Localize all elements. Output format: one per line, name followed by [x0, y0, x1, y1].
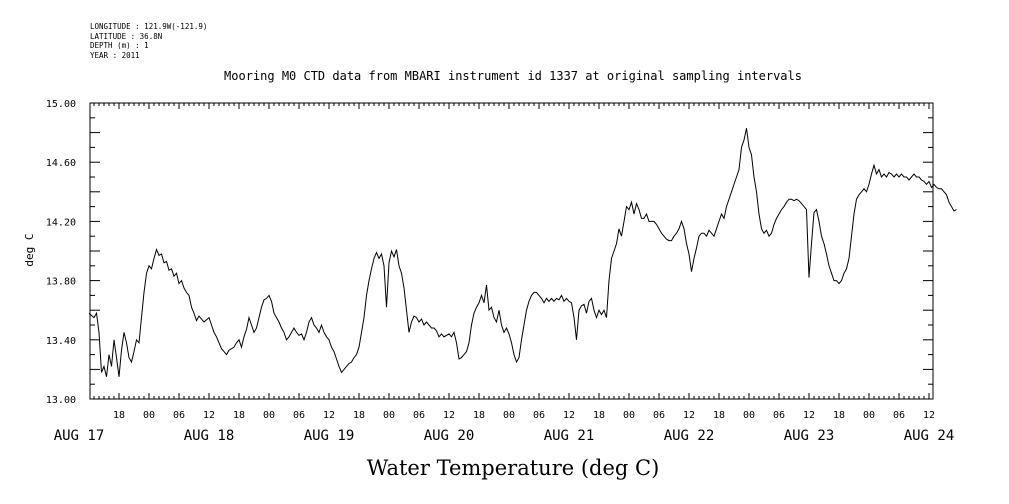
metadata-block: LONGITUDE : 121.9W(-121.9) LATITUDE : 36… — [90, 22, 207, 60]
x-hour-label: 12 — [563, 410, 575, 421]
y-tick-label: 14.20 — [46, 217, 76, 228]
year-label: YEAR : 2011 — [90, 50, 140, 60]
x-day-labels: AUG 17 AUG 18 AUG 19 AUG 20 AUG 21 AUG 22 AUG … — [54, 428, 955, 444]
x-hour-label: 18 — [353, 410, 365, 421]
x-hour-label: 18 — [593, 410, 605, 421]
x-hour-label: 12 — [443, 410, 455, 421]
x-hour-label: 18 — [113, 410, 125, 421]
x-hour-label: 12 — [923, 410, 935, 421]
x-hour-label: 18 — [233, 410, 245, 421]
x-hour-label: 06 — [293, 410, 305, 421]
plot-frame — [89, 102, 934, 400]
y-tick-label: 14.60 — [46, 158, 76, 169]
x-hour-label: 06 — [773, 410, 785, 421]
x-hour-tick-labels: 18 00 06 12 18 00 06 12 18 00 06 12 18 00 06 12 18 00 06 12… — [113, 410, 935, 421]
x-day-label: AUG 21 — [544, 428, 595, 444]
x-hour-label: 18 — [473, 410, 485, 421]
y-tick-labels: 13.00 13.40 13.80 14.20 14.60 15.00 — [46, 99, 76, 406]
x-day-label: AUG 24 — [904, 428, 955, 444]
x-hour-label: 12 — [203, 410, 215, 421]
x-hour-label: 00 — [863, 410, 875, 421]
y-tick-label: 13.00 — [46, 395, 76, 406]
x-hour-label: 00 — [503, 410, 515, 421]
x-hour-label: 06 — [173, 410, 185, 421]
x-hour-label: 06 — [413, 410, 425, 421]
y-tick-label: 13.40 — [46, 336, 76, 347]
longitude-label: LONGITUDE : 121.9W(-121.9) — [90, 22, 208, 31]
x-hour-label: 00 — [143, 410, 155, 421]
x-hour-label: 12 — [683, 410, 695, 421]
x-day-label: AUG 20 — [424, 428, 475, 444]
x-hour-label: 00 — [383, 410, 395, 421]
x-day-label: AUG 19 — [304, 428, 355, 444]
bottom-title: Water Temperature (deg C) — [367, 456, 660, 480]
x-hour-label: 06 — [893, 410, 905, 421]
y-axis-label: deg C — [23, 233, 36, 266]
x-day-label: AUG 18 — [184, 428, 235, 444]
depth-label: DEPTH (m) : 1 — [90, 41, 149, 50]
x-day-label: AUG 23 — [784, 428, 835, 444]
x-hour-label: 12 — [803, 410, 815, 421]
series-line-water-temperature — [88, 128, 957, 377]
x-hour-label: 06 — [533, 410, 545, 421]
x-hour-label: 18 — [713, 410, 725, 421]
x-hour-label: 00 — [263, 410, 275, 421]
x-hour-label: 00 — [743, 410, 755, 421]
y-tick-label: 15.00 — [46, 99, 76, 110]
x-hour-label: 00 — [623, 410, 635, 421]
x-hour-label: 12 — [323, 410, 335, 421]
x-hour-label: 18 — [833, 410, 845, 421]
axis-ticks — [90, 102, 933, 400]
x-hour-label: 06 — [653, 410, 665, 421]
x-day-label: AUG 22 — [664, 428, 715, 444]
latitude-label: LATITUDE : 36.8N — [90, 31, 163, 41]
chart-title: Mooring M0 CTD data from MBARI instrumen… — [224, 69, 802, 83]
x-day-label: AUG 17 — [54, 428, 105, 444]
y-tick-label: 13.80 — [46, 277, 76, 288]
